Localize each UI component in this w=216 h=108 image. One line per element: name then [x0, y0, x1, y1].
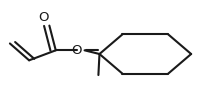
Text: O: O: [71, 44, 82, 57]
Text: O: O: [38, 11, 49, 24]
